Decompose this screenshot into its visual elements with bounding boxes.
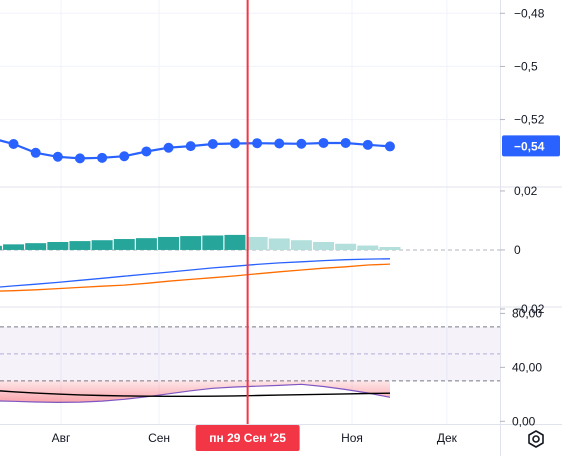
histogram-bar xyxy=(135,238,157,250)
histogram-bar xyxy=(0,245,2,250)
histogram-bar xyxy=(357,245,379,250)
histogram-bar xyxy=(379,247,401,250)
last-value-label: −0,54 xyxy=(514,139,545,153)
time-axis-label: Авг xyxy=(52,431,71,445)
crosshair-date-badge xyxy=(195,425,300,451)
signal-line xyxy=(0,263,391,292)
histogram-bar xyxy=(246,236,268,250)
price-point xyxy=(384,141,395,152)
price-point xyxy=(119,151,130,162)
histogram-bar xyxy=(180,236,202,250)
rsi-axis-label: 40,00 xyxy=(512,360,542,374)
price-point xyxy=(185,141,196,152)
price-point xyxy=(141,146,152,157)
histogram-bar xyxy=(290,240,312,250)
price-point xyxy=(296,138,307,149)
price-point xyxy=(252,138,263,149)
histogram-bar xyxy=(335,243,357,250)
price-point xyxy=(274,138,285,149)
price-point xyxy=(30,147,41,158)
histogram-bar xyxy=(3,244,25,250)
histogram-bar xyxy=(113,239,135,250)
price-point xyxy=(97,152,108,163)
time-axis-label: Дек xyxy=(437,431,458,445)
last-value-badge xyxy=(502,135,560,157)
rsi-axis-label: 0,00 xyxy=(512,414,536,428)
price-point xyxy=(163,142,174,153)
rsi-oversold-fill xyxy=(0,380,390,403)
time-axis-label: Ноя xyxy=(341,431,363,445)
price-axis-label: −0,48 xyxy=(514,6,545,20)
price-point xyxy=(207,139,218,150)
macd-axis-label: −0,02 xyxy=(514,302,545,316)
price-point xyxy=(74,153,85,164)
macd-line xyxy=(0,258,391,288)
histogram-bar xyxy=(69,241,91,250)
histogram-bar xyxy=(268,238,290,250)
histogram-bar xyxy=(158,236,180,250)
price-point xyxy=(340,137,351,148)
price-point xyxy=(52,151,63,162)
histogram-bar xyxy=(47,241,69,250)
macd-axis-label: 0,02 xyxy=(514,184,538,198)
price-axis-label: −0,52 xyxy=(514,113,545,127)
rsi-ma-line xyxy=(0,390,391,397)
macd-axis-label: 0 xyxy=(514,243,521,257)
histogram-bar xyxy=(224,234,246,250)
price-point xyxy=(318,137,329,148)
rsi-band-fill xyxy=(0,326,500,381)
rsi-line xyxy=(0,383,391,404)
histogram-bar xyxy=(313,241,335,250)
histogram-bar xyxy=(25,243,47,250)
price-point xyxy=(362,139,373,150)
crosshair-date-label: пн 29 Сен '25 xyxy=(209,431,286,445)
price-axis-label: −0,5 xyxy=(514,59,538,73)
rsi-axis-label: 80,00 xyxy=(512,306,542,320)
price-point xyxy=(229,138,240,149)
histogram-bar xyxy=(91,240,113,250)
price-point xyxy=(8,139,19,150)
histogram-bar xyxy=(202,235,224,250)
settings-button[interactable] xyxy=(524,427,548,451)
gear-icon xyxy=(528,430,544,448)
time-axis-label: Сен xyxy=(148,431,170,445)
